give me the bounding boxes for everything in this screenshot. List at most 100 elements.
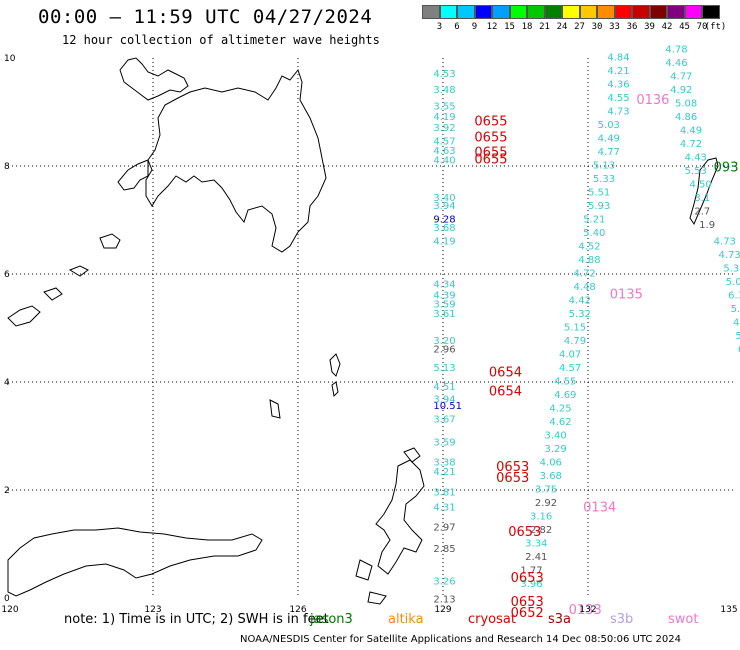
wave-height-value: 4.86 — [675, 112, 697, 123]
wave-height-value: 4.63 — [433, 146, 455, 157]
wave-height-value: 3.59 — [433, 299, 455, 310]
satellite-name: cryosat — [468, 612, 516, 627]
legend-swatch — [579, 5, 597, 19]
coastline-obi — [367, 591, 387, 605]
wave-height-value: 4.40 — [433, 155, 455, 166]
legend-swatch — [439, 5, 457, 19]
wave-height-value: 1.77 — [520, 566, 542, 577]
wave-height-value: 3.26 — [433, 577, 455, 588]
satellite-name: swot — [668, 612, 699, 627]
wave-height-value: 9.28 — [433, 215, 455, 226]
wave-height-value: 4.36 — [607, 80, 629, 91]
wave-height-value: 5.0 — [731, 304, 740, 315]
wave-height-value: 5.01 — [726, 277, 740, 288]
wave-height-value: 2.13 — [433, 594, 455, 605]
pass-time-label: 0652 — [511, 606, 544, 621]
legend-label: 3 — [436, 22, 443, 32]
lon-tick-label: 135 — [720, 605, 737, 615]
wave-height-value: 4.19 — [433, 112, 455, 123]
lon-tick-label: 129 — [434, 605, 451, 615]
wave-height-value: 4.21 — [433, 467, 455, 478]
wave-height-value: 4.49 — [680, 126, 702, 137]
wave-height-value: 5.40 — [583, 228, 605, 239]
lon-tick-label: 123 — [144, 605, 161, 615]
wave-height-value: 2.82 — [530, 525, 552, 536]
coastline-bacan — [355, 559, 373, 581]
legend-swatch — [684, 5, 702, 19]
lat-tick-label: 4 — [4, 378, 10, 388]
legend-label: 27 — [574, 22, 585, 32]
legend-label: 30 — [591, 22, 603, 32]
coastline-sulu-2 — [43, 287, 63, 301]
wave-height-value: 3.94 — [433, 395, 455, 406]
lat-tick-label: 10 — [4, 54, 16, 64]
coastline-sulu-3 — [68, 265, 89, 277]
lon-tick-label: 126 — [289, 605, 306, 615]
wave-height-value: 3.16 — [530, 512, 552, 523]
pass-time-label: 0654 — [489, 366, 522, 381]
legend-label: 36 — [626, 22, 638, 32]
wave-height-value: 4.52 — [578, 242, 600, 253]
lat-lon-grid — [8, 58, 733, 598]
pass-time-label: 0655 — [474, 115, 507, 130]
wave-height-value: 4.07 — [559, 350, 581, 361]
legend-swatch — [474, 5, 492, 19]
wave-height-value: 4.19 — [433, 236, 455, 247]
wave-height-value: 3.34 — [525, 539, 547, 550]
wave-height-value: 4.77 — [598, 147, 620, 158]
wave-height-value: 4.73 — [607, 107, 629, 118]
wave-height-value: 3.96 — [520, 579, 542, 590]
legend-label: 15 — [504, 22, 515, 32]
legend-label: 42 — [661, 22, 673, 32]
pass-time-label: 093 — [714, 160, 739, 175]
wave-height-value: 3.48 — [433, 85, 455, 96]
coastline-sangihe — [329, 353, 341, 377]
legend-label: 12 — [486, 22, 498, 32]
wave-height-value: 4.62 — [549, 417, 571, 428]
wave-height-value: 5.03 — [598, 120, 620, 131]
wave-height-value: 4.92 — [670, 85, 692, 96]
axis-ticks: 120 123 126 129 132 135 0 2 4 6 8 10 — [1, 54, 737, 615]
wave-height-value: 4.06 — [540, 458, 562, 469]
wave-height-value: 4.49 — [598, 134, 620, 145]
pass-time-label: 0653 — [508, 525, 541, 540]
coastline-sulawesi — [7, 527, 263, 597]
wave-height-value: 3.40 — [433, 193, 455, 204]
wave-height-value: 3.81 — [433, 487, 455, 498]
lat-tick-label: 8 — [4, 162, 10, 172]
wave-height-value: 4.69 — [554, 390, 576, 401]
coastline-sangihe-2 — [331, 381, 339, 398]
wave-height-value: 4.72 — [680, 139, 702, 150]
footnote: note: 1) Time is in UTC; 2) SWH is in fe… — [64, 612, 329, 627]
legend-label: 6 — [454, 22, 460, 32]
wave-height-value: 4.39 — [433, 290, 455, 301]
legend-label: 9 — [471, 22, 478, 32]
wave-height-value: 2.92 — [535, 498, 557, 509]
wave-height-readings: 4.533.483.554.193.924.574.634.403.403.94… — [433, 45, 740, 606]
wave-height-value: 4.53 — [433, 69, 455, 80]
wave-height-value: 4.77 — [670, 72, 692, 83]
legend-swatch — [544, 5, 562, 19]
wave-height-value: 2.96 — [433, 344, 455, 355]
pass-time-label: 0134 — [583, 501, 616, 516]
lat-tick-label: 2 — [4, 486, 10, 496]
legend-label: 45 — [679, 22, 690, 32]
wave-height-value: 3.1 — [694, 193, 710, 204]
wave-height-value: 4.21 — [607, 66, 629, 77]
coastline-halmahera — [375, 459, 425, 575]
pass-time-label: 0655 — [474, 145, 507, 160]
wave-height-value: 4.42 — [569, 296, 591, 307]
wave-height-value: 2.41 — [525, 552, 547, 563]
wave-height-value: 4. — [733, 317, 740, 328]
wave-height-value: 3.68 — [433, 223, 455, 234]
legend-swatch — [562, 5, 580, 19]
wave-height-value: 10.51 — [433, 401, 462, 412]
pass-time-label: 0655 — [474, 152, 507, 167]
wave-height-value: 1.9 — [699, 220, 715, 231]
pass-time-label: 0133 — [569, 603, 602, 618]
wave-height-value: 4.57 — [559, 363, 581, 374]
legend-swatch — [667, 5, 685, 19]
pass-time-labels: 0655065506550655065406540653065306530653… — [474, 93, 738, 621]
legend-label: 18 — [521, 22, 533, 32]
